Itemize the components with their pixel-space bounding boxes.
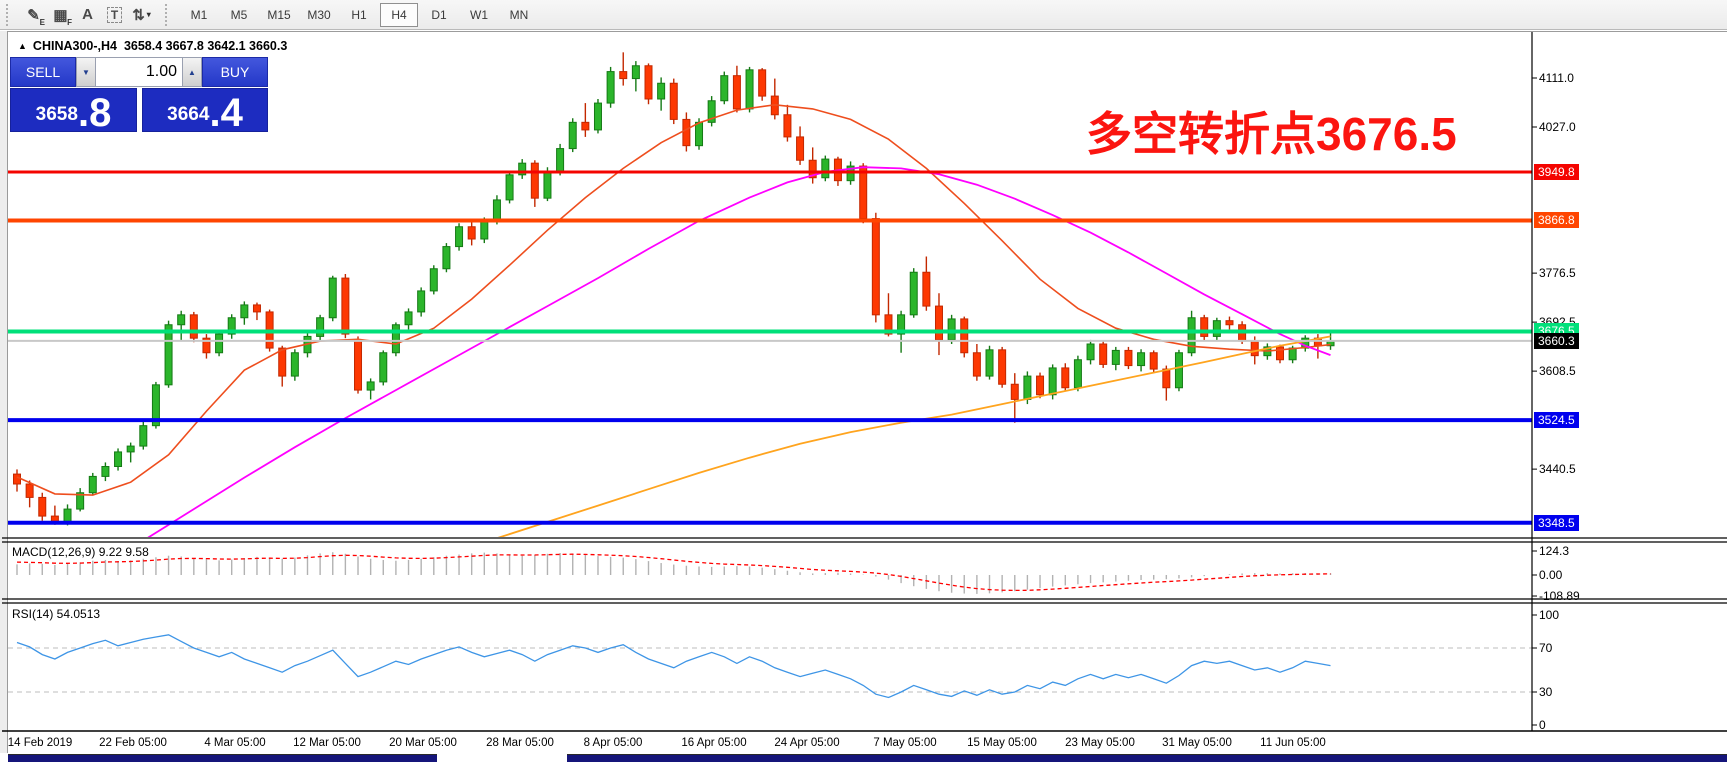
buy-price-display[interactable]: 3664.4 <box>142 88 268 136</box>
bottom-bar-segment-right <box>567 754 1727 762</box>
toolbar-separator <box>165 3 173 26</box>
timeframe-button-m15[interactable]: M15 <box>267 7 291 22</box>
date-label: 28 Mar 05:00 <box>486 737 554 749</box>
volume-field-wrap <box>96 57 182 87</box>
date-label: 23 May 05:00 <box>1065 737 1135 749</box>
date-label: 16 Apr 05:00 <box>681 737 747 749</box>
macd-label: MACD(12,26,9) 9.22 9.58 <box>12 545 149 559</box>
price-tick-label: 3440.5 <box>1539 462 1576 477</box>
price-tick-label: 4111.0 <box>1539 71 1574 85</box>
grid-icon[interactable]: ▦ F <box>53 6 72 27</box>
collapse-triangle-icon[interactable]: ▲ <box>18 41 27 51</box>
timeframe-button-w1[interactable]: W1 <box>470 7 488 22</box>
buy-price-main: 3664 <box>167 104 210 125</box>
volume-input[interactable] <box>96 58 182 86</box>
timeframe-button-h4[interactable]: H4 <box>380 2 418 27</box>
text-label-icon[interactable]: A <box>82 6 93 23</box>
symbol-period-label: CHINA300-,H4 <box>32 39 117 53</box>
date-label: 15 May 05:00 <box>967 737 1037 749</box>
rsi-tick-label: 0 <box>1539 718 1546 732</box>
date-label: 4 Mar 05:00 <box>204 737 266 749</box>
sell-button[interactable]: SELL <box>10 57 76 87</box>
rsi-tick-label: 100 <box>1539 608 1560 622</box>
chart-left-gutter <box>0 31 8 753</box>
sell-price-fraction: .8 <box>77 91 112 136</box>
price-tick-label: 3776.5 <box>1539 266 1576 281</box>
price-tick-label: 4027.0 <box>1539 119 1576 134</box>
price-badge-3949.8: 3949.8 <box>1534 164 1579 181</box>
price-badge-3660.3: 3660.3 <box>1534 332 1579 349</box>
price-badge-3866.8: 3866.8 <box>1534 212 1579 229</box>
timeframe-buttons-group: M1 M5 M15 M30 H1 H4 D1 W1 MN <box>179 2 539 27</box>
date-label: 24 Apr 05:00 <box>774 737 840 749</box>
date-label: 14 Feb 2019 <box>7 737 73 749</box>
price-tick-label: 3608.5 <box>1539 364 1576 379</box>
volume-decrease-button[interactable]: ▼ <box>76 57 96 87</box>
price-badge-3524.5: 3524.5 <box>1534 412 1579 429</box>
toolbar-grip <box>6 3 14 26</box>
date-label: 12 Mar 05:00 <box>293 737 361 749</box>
buy-button[interactable]: BUY <box>202 57 268 87</box>
chart-window[interactable] <box>0 31 1727 762</box>
macd-tick-label: 0.00 <box>1539 568 1563 582</box>
turning-point-annotation: 多空转折点3676.5 <box>1086 108 1457 160</box>
rsi-tick-label: 70 <box>1539 641 1553 655</box>
arrows-icon[interactable]: ⇅ ▾ <box>132 6 151 24</box>
date-label: 8 Apr 05:00 <box>583 737 643 749</box>
date-label: 31 May 05:00 <box>1162 737 1232 749</box>
chart-title: ▲ CHINA300-,H4 3658.4 3667.8 3642.1 3660.… <box>18 39 287 53</box>
timeframe-button-m5[interactable]: M5 <box>230 7 248 22</box>
date-label: 22 Feb 05:00 <box>99 737 167 749</box>
timeframe-button-m1[interactable]: M1 <box>190 7 208 22</box>
top-toolbar: ✎ E ▦ F A T ⇅ ▾ M1 M5 M15 M30 H1 H4 D1 W1 MN <box>0 0 1727 30</box>
rsi-label: RSI(14) 54.0513 <box>12 607 101 621</box>
macd-tick-label: 124.3 <box>1539 544 1570 558</box>
timeframe-button-m30[interactable]: M30 <box>307 7 331 22</box>
macd-tick-label: -108.89 <box>1539 589 1580 604</box>
one-click-trading-panel: SELL ▼ ▲ BUY 3658.8 3664.4 <box>10 57 268 136</box>
date-label: 20 Mar 05:00 <box>389 737 457 749</box>
date-label: 11 Jun 05:00 <box>1260 737 1326 749</box>
buy-price-fraction: .4 <box>209 91 243 136</box>
timeframe-button-h1[interactable]: H1 <box>351 7 367 22</box>
sell-price-main: 3658 <box>35 104 78 125</box>
volume-increase-button[interactable]: ▲ <box>182 57 202 87</box>
price-badge-3348.5: 3348.5 <box>1534 514 1579 531</box>
bottom-bar-segment-left <box>8 754 437 762</box>
date-label: 7 May 05:00 <box>873 737 937 749</box>
sell-price-display[interactable]: 3658.8 <box>10 88 137 136</box>
crosshatch-pencil-icon[interactable]: ✎ E <box>27 6 45 27</box>
text-box-icon[interactable]: T <box>101 3 128 27</box>
timeframe-button-d1[interactable]: D1 <box>431 7 447 22</box>
timeframe-button-mn[interactable]: MN <box>509 7 529 22</box>
ohlc-values: 3658.4 3667.8 3642.1 3660.3 <box>123 39 288 53</box>
drawing-tools-group: ✎ E ▦ F A T ⇅ ▾ <box>20 3 155 27</box>
rsi-tick-label: 30 <box>1539 685 1553 699</box>
